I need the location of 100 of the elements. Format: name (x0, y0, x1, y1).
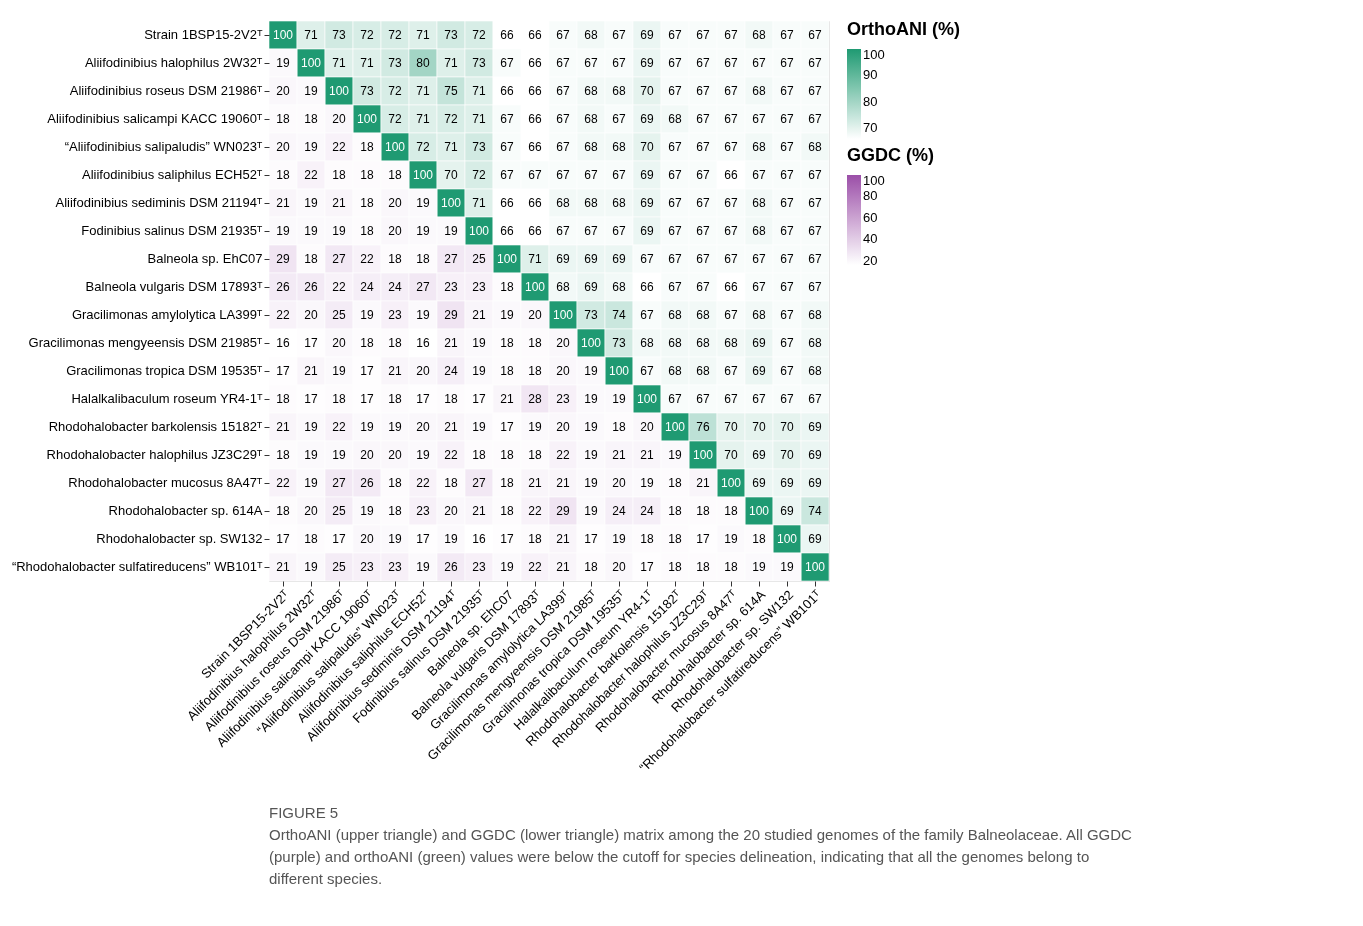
y-tick-label: Balneola sp. EhC07 (147, 251, 263, 266)
data-label: 18 (388, 476, 402, 490)
data-label: 20 (360, 448, 374, 462)
data-label: 67 (752, 280, 766, 294)
data-label: 66 (500, 196, 514, 210)
data-label: 67 (808, 28, 822, 42)
data-label: 67 (724, 28, 738, 42)
data-label: 20 (276, 84, 290, 98)
data-label: 67 (780, 336, 794, 350)
color-bar-label: 80 (863, 93, 878, 109)
data-label: 21 (640, 448, 654, 462)
data-label: 68 (668, 336, 682, 350)
data-label: 68 (808, 364, 822, 378)
data-label: 67 (724, 224, 738, 238)
data-label: 24 (360, 280, 374, 294)
data-label: 19 (332, 364, 346, 378)
data-label: 67 (668, 140, 682, 154)
data-label: 67 (780, 140, 794, 154)
data-label: 18 (500, 504, 514, 518)
data-label: 71 (472, 112, 486, 126)
caption: FIGURE 5 (269, 804, 339, 821)
data-label: 68 (612, 196, 626, 210)
data-label: 20 (612, 476, 626, 490)
data-label: 69 (780, 504, 794, 518)
data-label: 18 (724, 504, 738, 518)
data-label: 67 (752, 392, 766, 406)
data-label: 29 (276, 252, 290, 266)
data-label: 68 (556, 280, 570, 294)
data-label: 68 (696, 364, 710, 378)
data-label: 18 (276, 392, 290, 406)
data-label: 21 (472, 308, 486, 322)
data-label: 67 (612, 168, 626, 182)
data-label: 19 (416, 448, 430, 462)
data-label: 69 (752, 336, 766, 350)
data-label: 67 (780, 364, 794, 378)
data-label: 17 (304, 336, 318, 350)
data-label: 20 (444, 504, 458, 518)
data-label: 19 (388, 420, 402, 434)
data-label: 18 (500, 336, 514, 350)
data-label: 69 (640, 168, 654, 182)
data-label: 17 (640, 560, 654, 574)
data-label: 18 (724, 560, 738, 574)
data-label: 67 (724, 308, 738, 322)
data-label: 67 (724, 140, 738, 154)
data-label: 22 (360, 252, 374, 266)
data-label: 67 (696, 84, 710, 98)
data-label: 18 (528, 336, 542, 350)
data-label: 22 (332, 420, 346, 434)
data-label: 67 (668, 224, 682, 238)
data-label: 19 (304, 140, 318, 154)
data-label: 19 (388, 532, 402, 546)
data-label: 68 (668, 308, 682, 322)
data-label: 68 (612, 84, 626, 98)
data-label: 68 (668, 112, 682, 126)
data-label: 17 (584, 532, 598, 546)
data-label: 100 (552, 308, 574, 322)
data-label: 68 (808, 140, 822, 154)
data-label: 68 (696, 336, 710, 350)
data-label: 22 (416, 476, 430, 490)
data-label: 22 (556, 448, 570, 462)
data-label: 67 (500, 112, 514, 126)
data-label: 69 (752, 476, 766, 490)
data-label: 67 (780, 252, 794, 266)
data-label: 21 (556, 476, 570, 490)
data-label: 19 (472, 336, 486, 350)
data-label: 20 (388, 196, 402, 210)
data-label: 67 (696, 196, 710, 210)
data-label: 67 (668, 392, 682, 406)
data-label: 19 (584, 504, 598, 518)
data-label: 67 (668, 28, 682, 42)
data-label: 67 (612, 28, 626, 42)
data-label: 67 (556, 84, 570, 98)
data-label: 18 (388, 392, 402, 406)
data-label: 67 (696, 224, 710, 238)
data-label: 69 (808, 476, 822, 490)
data-label: 20 (388, 224, 402, 238)
data-label: 72 (388, 28, 402, 42)
data-label: 21 (556, 532, 570, 546)
data-label: 17 (472, 392, 486, 406)
data-label: 67 (780, 112, 794, 126)
data-label: 66 (528, 84, 542, 98)
y-tick-label: Balneola vulgaris DSM 17893ᵀ (85, 279, 263, 294)
data-label: 17 (332, 532, 346, 546)
data-label: 18 (528, 364, 542, 378)
data-label: 69 (808, 448, 822, 462)
data-label: 71 (444, 56, 458, 70)
y-tick-label: “Rhodohalobacter sulfatireducens” WB101ᵀ (11, 559, 263, 574)
data-label: 67 (808, 168, 822, 182)
data-label: 67 (724, 252, 738, 266)
data-label: 18 (500, 448, 514, 462)
color-bar-label: 40 (863, 231, 878, 247)
data-label: 66 (528, 140, 542, 154)
data-label: 67 (556, 56, 570, 70)
data-label: 66 (500, 224, 514, 238)
color-bar-label: 100 (863, 173, 885, 188)
data-label: 23 (556, 392, 570, 406)
data-label: 17 (360, 364, 374, 378)
data-label: 27 (332, 476, 346, 490)
data-label: 21 (500, 392, 514, 406)
data-label: 19 (584, 476, 598, 490)
